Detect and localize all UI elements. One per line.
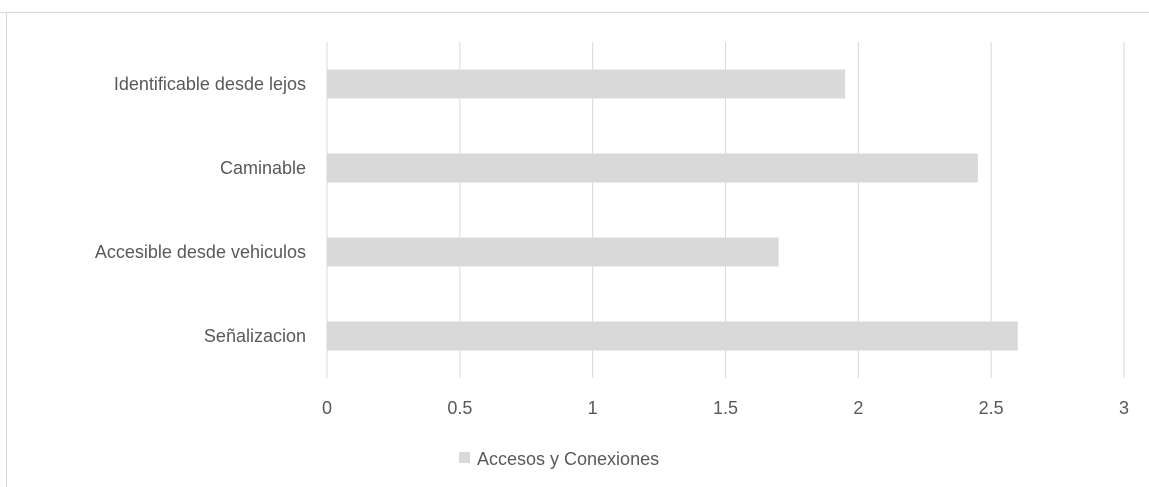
bar [327, 69, 846, 99]
category-labels: Identificable desde lejos Caminable Accesi… [95, 74, 306, 346]
category-label: Señalizacion [204, 326, 306, 346]
category-label: Caminable [220, 158, 306, 178]
category-label: Identificable desde lejos [114, 74, 306, 94]
x-tick-label: 0.5 [447, 398, 472, 418]
legend-label: Accesos y Conexiones [477, 449, 659, 469]
bar [327, 237, 779, 267]
x-tick-labels: 0 0.5 1 1.5 2 2.5 3 [322, 398, 1129, 418]
x-tick-label: 0 [322, 398, 332, 418]
x-tick-label: 3 [1119, 398, 1129, 418]
bars [327, 69, 1018, 351]
legend-swatch [459, 452, 470, 463]
x-tick-label: 1 [588, 398, 598, 418]
legend: Accesos y Conexiones [459, 449, 659, 469]
x-tick-label: 2.5 [979, 398, 1004, 418]
x-tick-label: 1.5 [713, 398, 738, 418]
bar [327, 153, 978, 183]
category-label: Accesible desde vehiculos [95, 242, 306, 262]
bar [327, 321, 1018, 351]
x-tick-label: 2 [853, 398, 863, 418]
